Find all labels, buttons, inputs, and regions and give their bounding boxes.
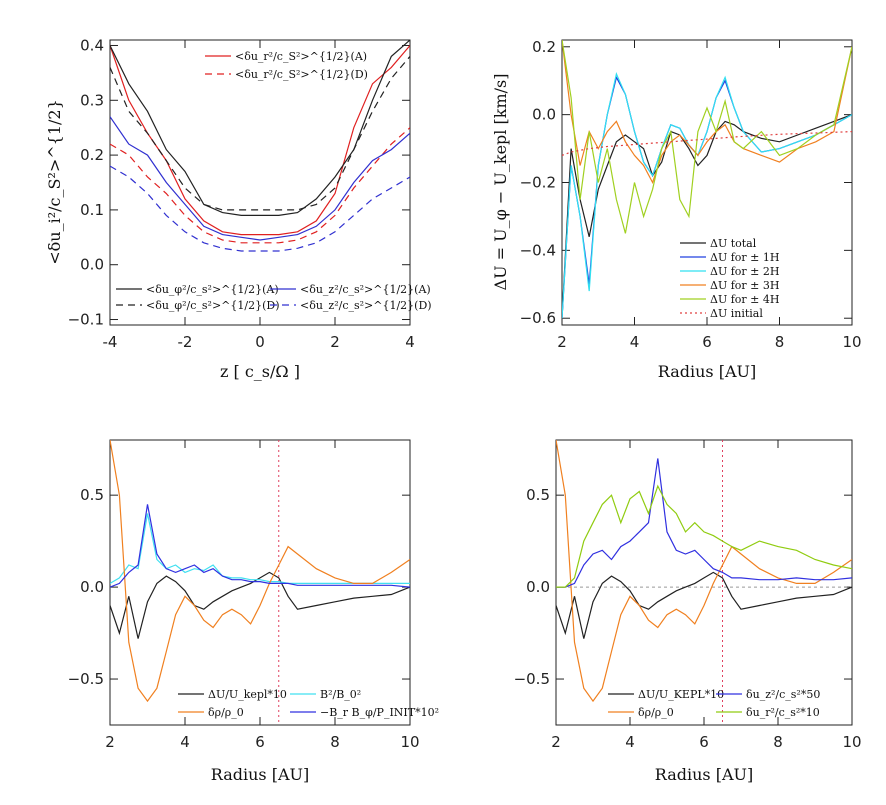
series-line-2 bbox=[110, 40, 410, 216]
x-tick-label: 6 bbox=[699, 733, 709, 751]
y-tick-label: 0.0 bbox=[526, 578, 550, 596]
y-tick-label: 0.5 bbox=[526, 486, 550, 504]
legend-entry: <δu_r²/c_S²>^{1/2}(A) bbox=[235, 50, 367, 63]
series-line-2 bbox=[556, 458, 852, 588]
x-tick-label: -2 bbox=[178, 333, 193, 351]
panel-bottom-right: 2 4 6 8 10 −0.5 0.0 0.5 ΔU/U_KEPL*10 δu_z²/c_s²*5… bbox=[514, 439, 862, 751]
legend-entry: B²/B_0² bbox=[320, 688, 361, 701]
y-tick-label: −0.5 bbox=[68, 670, 104, 688]
legend-entry: δρ/ρ_0 bbox=[208, 706, 244, 719]
y-tick-label: 0.3 bbox=[80, 91, 104, 109]
x-tick-label: 0 bbox=[255, 333, 265, 351]
y-tick-label: 0.1 bbox=[80, 201, 104, 219]
series-line-4 bbox=[562, 40, 852, 234]
legend-entry: ΔU/U_kepl*10 bbox=[208, 688, 287, 701]
legend-entry: ΔU for ± 4H bbox=[710, 293, 779, 306]
legend-entry: ΔU initial bbox=[710, 307, 763, 320]
y-tick-label: 0.2 bbox=[532, 38, 556, 56]
series-line-1 bbox=[110, 127, 410, 244]
y-tick-label: 0.2 bbox=[80, 146, 104, 164]
series-line-3 bbox=[562, 40, 852, 185]
x-tick-label: -4 bbox=[103, 333, 118, 351]
legend-entry: δρ/ρ_0 bbox=[638, 706, 674, 719]
series-line-5 bbox=[562, 131, 852, 156]
x-tick-label: 2 bbox=[330, 333, 340, 351]
y-tick-label: 0.5 bbox=[80, 486, 104, 504]
x-tick-label: 10 bbox=[842, 333, 861, 351]
legend-entry: <δu_z²/c_s²>^{1/2}(D) bbox=[300, 299, 432, 312]
x-tick-label: 8 bbox=[330, 733, 340, 751]
plot-frame bbox=[109, 439, 411, 726]
x-tick-label: 2 bbox=[105, 733, 115, 751]
y-tick-label: 0.0 bbox=[80, 578, 104, 596]
x-tick-label: 2 bbox=[557, 333, 567, 351]
plot-frame bbox=[561, 39, 853, 326]
x-tick-label: 2 bbox=[551, 733, 561, 751]
x-axis-label-top-right: Radius [AU] bbox=[658, 362, 756, 381]
legend-entry: ΔU for ± 2H bbox=[710, 265, 779, 278]
x-tick-label: 10 bbox=[400, 733, 419, 751]
series-line-3 bbox=[110, 504, 410, 588]
x-tick-label: 10 bbox=[842, 733, 861, 751]
y-axis-label-top-left: <δu_i²/c_S²>^{1/2} bbox=[45, 99, 64, 265]
series-line-1 bbox=[556, 440, 852, 703]
series-line-1 bbox=[110, 513, 410, 585]
x-axis-label-bottom-right: Radius [AU] bbox=[655, 765, 753, 784]
x-tick-label: 4 bbox=[405, 333, 415, 351]
x-tick-label: 6 bbox=[255, 733, 265, 751]
series-line-5 bbox=[110, 165, 410, 252]
x-tick-label: 4 bbox=[180, 733, 190, 751]
legend-entry: <δu_r²/c_S²>^{1/2}(D) bbox=[235, 68, 368, 81]
y-tick-label: −0.4 bbox=[520, 241, 556, 259]
panel-bottom-left: 2 4 6 8 10 −0.5 0.0 0.5 ΔU/U_kepl*10 B²/B_0² δρ/ρ_… bbox=[68, 439, 439, 751]
panel-top-left: -4 -2 0 2 4 −0.1 0.0 0.1 0.2 0.3 0.4 <δu_r²/c_S²>^{… bbox=[68, 36, 432, 351]
y-tick-label: 0.0 bbox=[532, 106, 556, 124]
y-tick-label: −0.6 bbox=[520, 309, 556, 327]
y-tick-label: −0.2 bbox=[520, 174, 556, 192]
x-tick-label: 6 bbox=[702, 333, 712, 351]
legend-entry: ΔU total bbox=[710, 237, 757, 250]
series-line-1 bbox=[562, 75, 852, 319]
series-line-4 bbox=[110, 116, 410, 241]
y-tick-label: −0.1 bbox=[68, 311, 104, 329]
x-axis-label-bottom-left: Radius [AU] bbox=[211, 765, 309, 784]
y-tick-label: 0.0 bbox=[80, 256, 104, 274]
plot-frame bbox=[555, 439, 853, 726]
y-axis-label-top-right: ΔU = U_φ − U_kepl [km/s] bbox=[491, 74, 510, 291]
y-tick-label: −0.5 bbox=[514, 670, 550, 688]
series-line-0 bbox=[556, 571, 852, 639]
series-line-3 bbox=[110, 56, 410, 211]
legend-entry: δu_r²/c_s²*10 bbox=[746, 706, 820, 719]
legend-entry: ΔU for ± 1H bbox=[710, 251, 779, 264]
x-tick-label: 4 bbox=[625, 733, 635, 751]
series-line-2 bbox=[110, 440, 410, 703]
series-line-0 bbox=[110, 571, 410, 639]
legend-entry: <δu_z²/c_s²>^{1/2}(A) bbox=[300, 283, 431, 296]
x-tick-label: 4 bbox=[630, 333, 640, 351]
series-line-3 bbox=[556, 484, 852, 588]
legend-entry: δu_z²/c_s²*50 bbox=[746, 688, 820, 701]
x-tick-label: 8 bbox=[773, 733, 783, 751]
y-tick-label: 0.4 bbox=[80, 36, 104, 54]
x-axis-label-top-left: z [ c_s/Ω ] bbox=[220, 362, 300, 381]
series-line-2 bbox=[562, 71, 852, 319]
legend-entry: ΔU/U_KEPL*10 bbox=[638, 688, 724, 701]
x-tick-label: 8 bbox=[775, 333, 785, 351]
legend-entry: ΔU for ± 3H bbox=[710, 279, 779, 292]
legend-entry: <δu_φ²/c_s²>^{1/2}(A) bbox=[146, 283, 279, 296]
legend-entry: <δu_φ²/c_s²>^{1/2}(D) bbox=[146, 299, 280, 312]
legend-entry: −B_r B_φ/P_INIT*10² bbox=[320, 706, 439, 719]
